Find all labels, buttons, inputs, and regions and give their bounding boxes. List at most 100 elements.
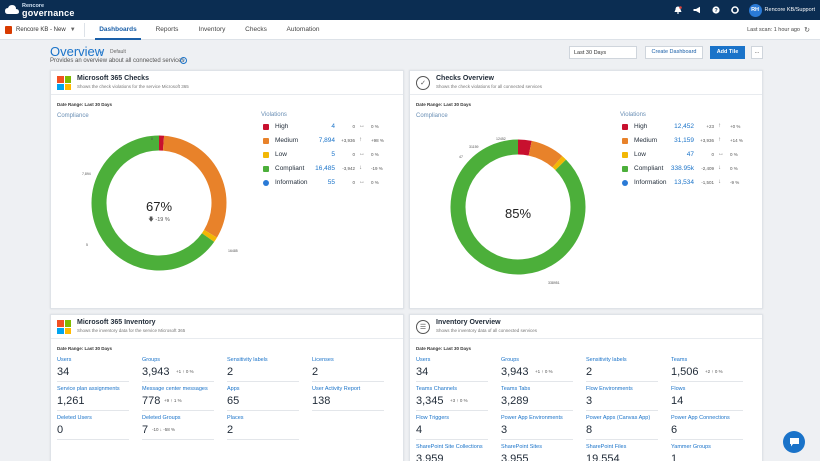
inventory-label[interactable]: Flow Environments	[586, 386, 633, 392]
inventory-label[interactable]: Users	[57, 357, 72, 363]
help-icon[interactable]: ?	[711, 5, 721, 15]
card-title[interactable]: Checks Overview	[436, 75, 494, 82]
violation-count[interactable]: 13,534	[674, 179, 694, 186]
inventory-label[interactable]: Power App Connections	[671, 415, 730, 421]
inventory-cell[interactable]: Licenses 2	[312, 357, 390, 387]
inventory-label[interactable]: Places	[227, 415, 244, 421]
card-title[interactable]: Microsoft 365 Inventory	[77, 319, 156, 326]
inventory-label[interactable]: Groups	[501, 357, 520, 363]
inventory-label[interactable]: Teams Channels	[416, 386, 457, 392]
inventory-cell[interactable]: Places 2	[227, 415, 305, 445]
inventory-label[interactable]: Groups	[142, 357, 161, 363]
inventory-cell[interactable]: Sensitivity labels 2	[586, 357, 664, 387]
violation-row[interactable]: Compliant 338.95k -2,409 0 % ↓	[622, 165, 752, 175]
card-title[interactable]: Microsoft 365 Checks	[77, 75, 149, 82]
inventory-cell[interactable]: Power Apps (Canvas App) 8	[586, 415, 664, 445]
refresh-icon[interactable]: ↻	[804, 27, 810, 34]
inventory-cell[interactable]: Yammer Groups 1	[671, 444, 749, 461]
donut-slice-high[interactable]	[517, 139, 532, 156]
violation-row[interactable]: Information 13,534 -1,501 -9 % ↓	[622, 179, 752, 189]
inventory-label[interactable]: Teams	[671, 357, 688, 363]
inventory-label[interactable]: Flows	[671, 386, 686, 392]
donut-slice-compliant[interactable]	[91, 135, 215, 271]
inventory-cell[interactable]: Flow Triggers 4	[416, 415, 494, 445]
violation-row[interactable]: Medium 7,894 +3,936 +98 % ↑	[263, 137, 393, 147]
donut-slice-compliant[interactable]	[450, 139, 586, 275]
inventory-label[interactable]: Sensitivity labels	[586, 357, 627, 363]
violation-count[interactable]: 16,485	[315, 165, 335, 172]
inventory-label[interactable]: SharePoint Site Collections	[416, 444, 483, 450]
inventory-label[interactable]: Service plan assignments	[57, 386, 120, 392]
tab-checks[interactable]: Checks	[245, 26, 267, 33]
inventory-label[interactable]: Power App Environments	[501, 415, 563, 421]
violation-row[interactable]: High 12,452 +23 +0 % ↑	[622, 123, 752, 133]
more-options-button[interactable]: ...	[751, 46, 763, 59]
user-name[interactable]: Rencore KB/Support	[764, 7, 815, 13]
inventory-label[interactable]: SharePoint Files	[586, 444, 627, 450]
violation-row[interactable]: Low 47 0 0 % ↔	[622, 151, 752, 161]
rencore-logo[interactable]: Rencore governance	[5, 2, 74, 18]
inventory-cell[interactable]: Users 34	[57, 357, 135, 387]
tab-reports[interactable]: Reports	[155, 26, 179, 33]
inventory-cell[interactable]: Teams Channels 3,345 +3 ↑ 0 %	[416, 386, 494, 416]
inventory-cell[interactable]: Deleted Users 0	[57, 415, 135, 445]
chevron-down-icon[interactable]: ⌄	[98, 48, 104, 55]
inventory-cell[interactable]: SharePoint Site Collections 3,959	[416, 444, 494, 461]
inventory-cell[interactable]: Flows 14	[671, 386, 749, 416]
tab-inventory[interactable]: Inventory	[198, 26, 226, 33]
violation-row[interactable]: Low 5 0 0 % ↔	[263, 151, 393, 161]
inventory-label[interactable]: Sensitivity labels	[227, 357, 268, 363]
inventory-cell[interactable]: Groups 3,943 +1 ↑ 0 %	[142, 357, 220, 387]
chat-support-button[interactable]	[783, 431, 805, 453]
inventory-label[interactable]: SharePoint Sites	[501, 444, 542, 450]
inventory-label[interactable]: Apps	[227, 386, 240, 392]
inventory-cell[interactable]: SharePoint Files 19,554	[586, 444, 664, 461]
inventory-cell[interactable]: Deleted Groups 7 -10 ↓ -58 %	[142, 415, 220, 445]
donut-slice-low[interactable]	[552, 156, 567, 171]
violation-row[interactable]: Medium 31,159 +3,936 +14 % ↑	[622, 137, 752, 147]
add-tile-button[interactable]: Add Tile	[710, 46, 745, 59]
compliance-donut-chart[interactable]	[448, 137, 588, 277]
donut-slice-low[interactable]	[201, 229, 217, 242]
page-title[interactable]: Overview	[50, 44, 105, 59]
violation-count[interactable]: 12,452	[674, 123, 694, 130]
inventory-cell[interactable]: Power App Connections 6	[671, 415, 749, 445]
violation-count[interactable]: 5	[331, 151, 335, 158]
inventory-cell[interactable]: Users 34	[416, 357, 494, 387]
inventory-cell[interactable]: Message center messages 778 +9 ↑ 1 %	[142, 386, 220, 416]
violation-count[interactable]: 31,159	[674, 137, 694, 144]
inventory-label[interactable]: Message center messages	[142, 386, 208, 392]
inventory-cell[interactable]: Groups 3,943 +1 ↑ 0 %	[501, 357, 579, 387]
inventory-cell[interactable]: User Activity Report 138	[312, 386, 390, 416]
inventory-cell[interactable]: Flow Environments 3	[586, 386, 664, 416]
inventory-label[interactable]: Yammer Groups	[671, 444, 711, 450]
inventory-label[interactable]: Users	[416, 357, 431, 363]
violation-count[interactable]: 55	[327, 179, 335, 186]
violation-count[interactable]: 4	[331, 123, 335, 130]
violation-row[interactable]: Compliant 16,485 -3,942 -19 % ↓	[263, 165, 393, 175]
inventory-label[interactable]: Deleted Groups	[142, 415, 181, 421]
inventory-label[interactable]: Power Apps (Canvas App)	[586, 415, 651, 421]
donut-slice-medium[interactable]	[162, 135, 227, 238]
inventory-label[interactable]: Flow Triggers	[416, 415, 450, 421]
inventory-cell[interactable]: Sensitivity labels 2	[227, 357, 305, 387]
inventory-label[interactable]: Licenses	[312, 357, 334, 363]
inventory-cell[interactable]: Teams Tabs 3,289	[501, 386, 579, 416]
inventory-cell[interactable]: Apps 65	[227, 386, 305, 416]
card-title[interactable]: Inventory Overview	[436, 319, 501, 326]
violation-count[interactable]: 47	[686, 151, 694, 158]
violation-count[interactable]: 7,894	[318, 137, 335, 144]
create-dashboard-button[interactable]: Create Dashboard	[645, 46, 703, 59]
tab-dashboards[interactable]: Dashboards	[95, 20, 141, 40]
tenant-selector[interactable]: Rencore KB - New ▼	[5, 20, 76, 40]
inventory-cell[interactable]: SharePoint Sites 3,955	[501, 444, 579, 461]
inventory-label[interactable]: User Activity Report	[312, 386, 361, 392]
inventory-cell[interactable]: Service plan assignments 1,261	[57, 386, 135, 416]
megaphone-icon[interactable]	[692, 5, 702, 15]
violation-row[interactable]: High 4 0 0 % ↔	[263, 123, 393, 133]
info-icon[interactable]: ?	[180, 57, 187, 64]
violation-count[interactable]: 338.95k	[670, 165, 694, 172]
avatar[interactable]: RH	[748, 3, 762, 17]
date-range-select[interactable]: Last 30 Days	[569, 46, 637, 59]
inventory-cell[interactable]: Teams 1,506 +2 ↑ 0 %	[671, 357, 749, 387]
